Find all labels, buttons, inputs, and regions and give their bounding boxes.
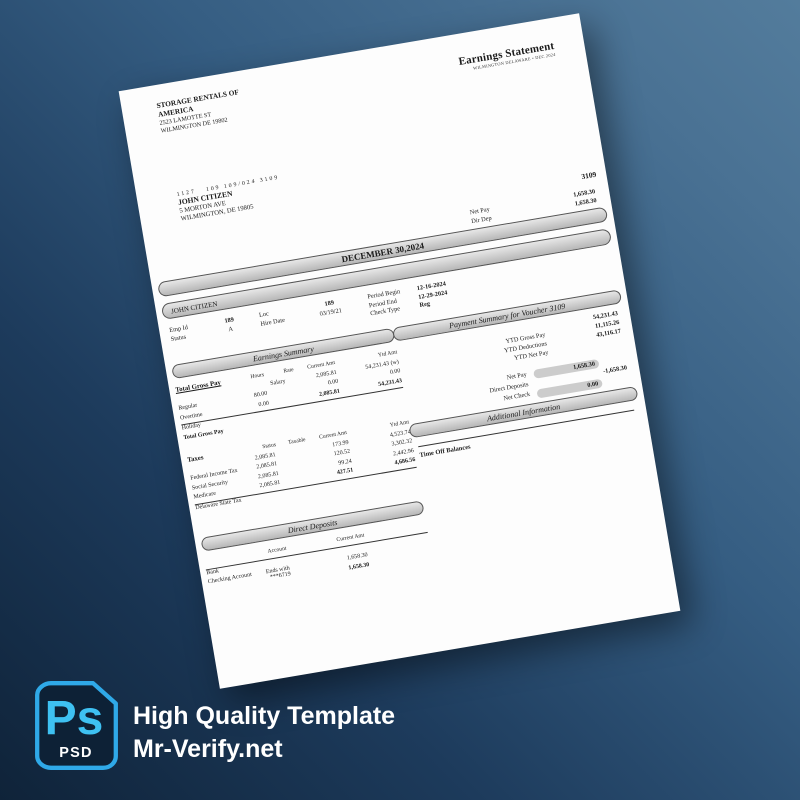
svg-text:Ps: Ps <box>45 692 104 745</box>
svg-text:PSD: PSD <box>59 745 92 761</box>
